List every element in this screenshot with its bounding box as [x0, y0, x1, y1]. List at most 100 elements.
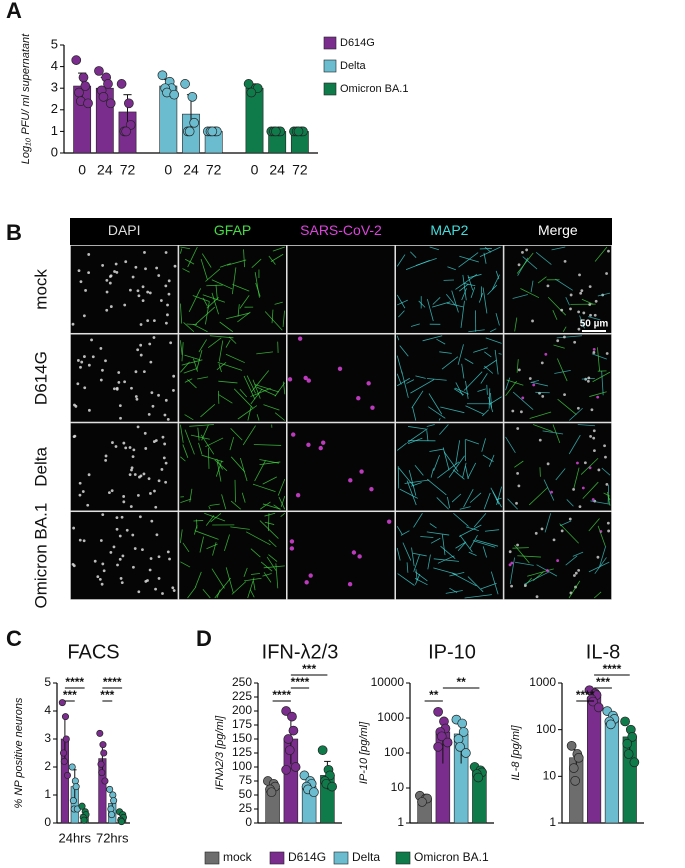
cell	[303, 375, 308, 381]
cell	[73, 403, 76, 407]
fiber	[228, 336, 237, 344]
cell	[508, 563, 512, 567]
data-point	[458, 727, 469, 737]
cell	[152, 319, 156, 323]
fiber	[495, 313, 500, 326]
fiber	[459, 255, 479, 263]
y-tick-label: 2	[44, 759, 51, 773]
fiber	[455, 541, 467, 549]
y-tick-label: 0	[245, 815, 252, 829]
cell	[337, 366, 343, 371]
cell	[139, 353, 143, 357]
fiber	[556, 358, 568, 382]
y-tick-label: 225	[232, 689, 252, 703]
y-tick-label: 100	[536, 722, 556, 736]
fiber	[278, 496, 285, 509]
cell	[101, 513, 105, 517]
cell	[605, 352, 609, 355]
micrograph	[503, 422, 612, 512]
fiber	[274, 301, 283, 305]
fiber	[590, 500, 611, 505]
cell	[583, 461, 587, 465]
cell	[100, 582, 104, 586]
data-point	[566, 741, 577, 751]
data-point	[433, 741, 443, 752]
fiber	[192, 323, 208, 333]
fiber	[591, 353, 607, 360]
data-point	[433, 706, 443, 717]
fiber	[430, 468, 434, 478]
cell	[510, 561, 514, 565]
x-tick-label: 24	[97, 162, 113, 178]
fiber	[396, 355, 403, 374]
fiber	[481, 438, 486, 452]
legend-swatch	[323, 36, 337, 50]
fiber	[555, 278, 573, 291]
cell	[146, 290, 150, 294]
legend-label: Omicron BA.1	[340, 83, 408, 95]
fiber	[237, 304, 240, 317]
fiber	[229, 436, 235, 451]
fiber	[542, 430, 564, 435]
x-tick-label: 72	[206, 162, 222, 178]
legend-swatch	[333, 851, 349, 865]
data-point	[98, 91, 109, 102]
fiber	[201, 253, 212, 268]
data-point	[207, 126, 218, 137]
channel-label: SARS-CoV-2	[300, 222, 382, 238]
cell	[76, 382, 80, 386]
fiber	[523, 571, 550, 585]
cell	[589, 434, 592, 438]
fiber	[426, 298, 434, 322]
y-tick-label: 1	[44, 787, 51, 801]
fiber	[280, 512, 286, 518]
cell	[590, 408, 594, 412]
fiber	[216, 361, 227, 371]
fiber	[180, 498, 192, 503]
fiber	[189, 488, 193, 503]
micrograph	[178, 333, 287, 423]
cell	[304, 580, 309, 585]
fiber	[557, 398, 577, 416]
cell	[546, 462, 550, 466]
fiber	[184, 414, 194, 421]
cell	[606, 521, 610, 525]
cell	[91, 355, 95, 359]
channel-label: MAP2	[430, 222, 468, 238]
cell	[87, 253, 91, 256]
micrograph-texture	[396, 512, 500, 599]
fiber	[180, 424, 184, 443]
data-point	[117, 818, 126, 826]
data-point	[623, 749, 634, 759]
cell	[134, 370, 138, 374]
cell	[132, 448, 136, 452]
cell	[131, 275, 135, 279]
cell	[370, 405, 375, 410]
fiber	[184, 378, 193, 383]
fiber	[183, 368, 197, 374]
cell	[137, 590, 141, 594]
fiber	[245, 531, 271, 546]
cell	[511, 409, 515, 413]
x-tick-label: 24	[183, 162, 199, 178]
data-point	[184, 126, 195, 137]
micrograph-texture	[289, 519, 392, 587]
fiber	[243, 375, 256, 400]
data-point	[317, 745, 328, 756]
image-header	[70, 218, 612, 245]
fiber	[218, 340, 224, 362]
fiber	[554, 370, 571, 374]
cell	[167, 279, 171, 283]
data-point	[74, 87, 84, 98]
fiber	[488, 396, 494, 413]
fiber	[556, 335, 582, 339]
fiber	[441, 356, 459, 370]
fiber	[463, 282, 476, 287]
cell	[535, 595, 539, 599]
fiber	[454, 387, 469, 395]
data-point	[169, 89, 180, 100]
cell	[87, 271, 91, 275]
cell	[534, 531, 538, 535]
fiber	[240, 457, 248, 482]
cell	[113, 270, 116, 273]
